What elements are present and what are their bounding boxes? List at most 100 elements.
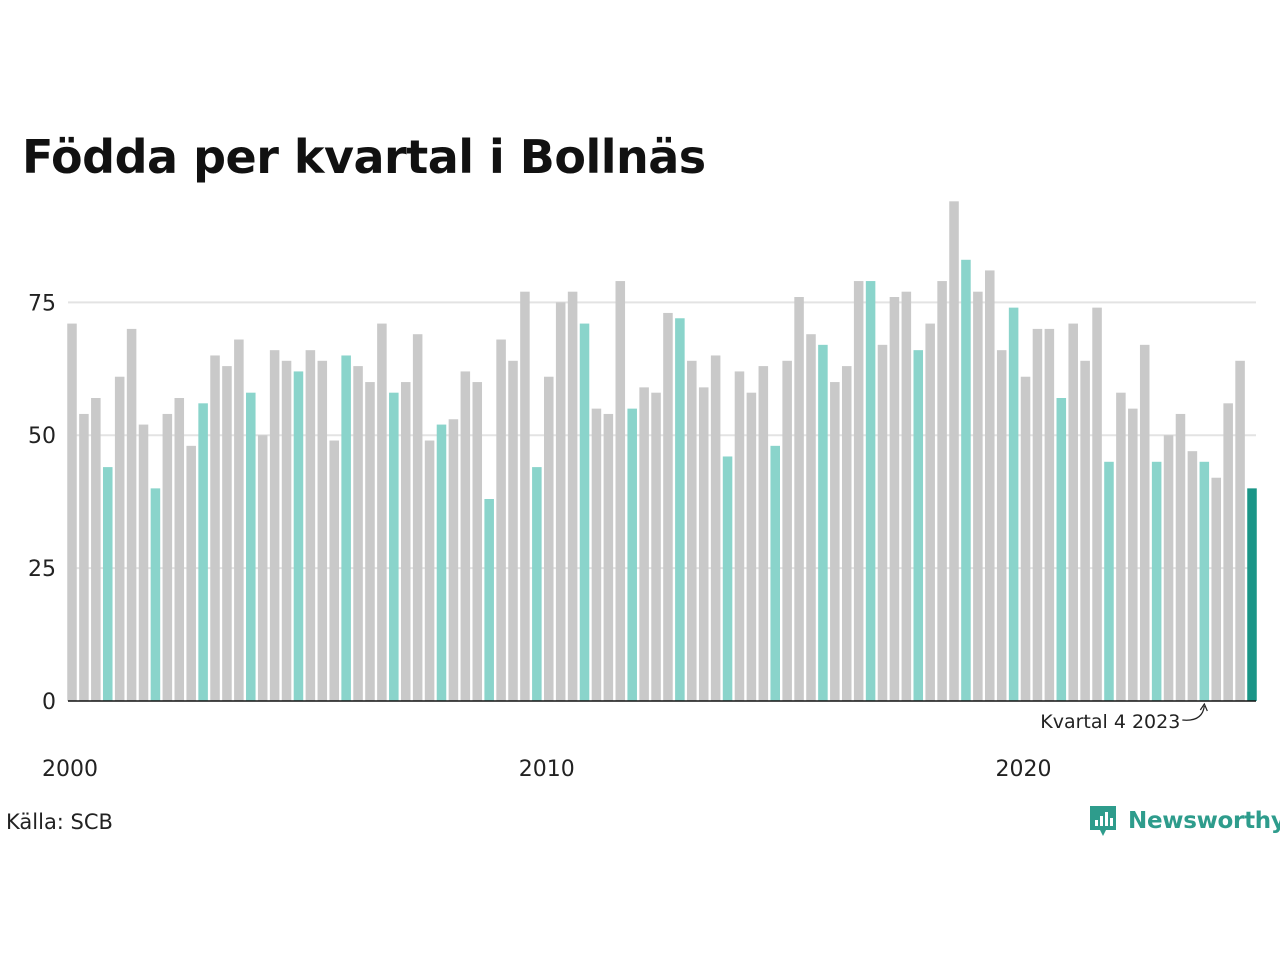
bar: 2000 K4: 44: [102, 467, 113, 701]
bar: 2005 K3: 49: [329, 440, 339, 701]
bar: 2002 K3: 48: [186, 445, 196, 701]
bar: 2019 K2: 81: [985, 270, 995, 701]
y-tick-label: 50: [28, 424, 56, 449]
axes: 2000 2010 2020: [42, 700, 1256, 782]
bar: 2004 K3: 64: [281, 360, 292, 701]
x-tick-label: 2000: [42, 757, 98, 782]
bar: 2006 K3: 71: [377, 323, 387, 701]
bar: 2020 K3: 70: [1044, 328, 1055, 701]
bar: 2016 K2: 63: [841, 366, 852, 701]
source-label: Källa: SCB: [6, 810, 113, 834]
annotation-arrow: [1182, 705, 1205, 721]
bar: 2018 K4: 83: [961, 259, 971, 701]
bar: 2016 K1: 60: [830, 382, 840, 701]
bar: 2005 K2: 64: [317, 360, 328, 701]
bar: 2002 K4: 56: [198, 403, 208, 701]
x-tick-label: 2020: [996, 757, 1052, 782]
bar: 2004 K2: 66: [269, 350, 280, 701]
bar: 2005 K4: 65: [341, 355, 351, 701]
bar: 2016 K4: 79: [865, 281, 876, 701]
bar: 2012 K2: 58: [651, 392, 661, 701]
chart-title: Födda per kvartal i Bollnäs: [22, 130, 706, 184]
bar: 2011 K4: 55: [627, 408, 637, 701]
bar: 2022 K1: 58: [1116, 392, 1126, 701]
bar: 2016 K3: 79: [853, 281, 864, 701]
bar: 2007 K1: 60: [400, 382, 411, 701]
bar: 2019 K1: 77: [973, 291, 983, 701]
bar: 2024 K1: 42: [1211, 477, 1222, 701]
bar: 2022 K4: 45: [1151, 461, 1162, 701]
bar: 2008 K3: 60: [472, 382, 483, 701]
bar: 2018 K1: 71: [925, 323, 935, 701]
bar: 2003 K2: 63: [222, 366, 232, 701]
y-tick-label: 25: [28, 557, 56, 582]
brand-name: Newsworthy: [1128, 808, 1280, 834]
annotation-arrowhead: [1199, 702, 1208, 712]
bar: 2009 K1: 68: [496, 339, 506, 701]
bar: 2007 K3: 49: [424, 440, 435, 701]
bar: 2017 K3: 77: [901, 291, 912, 701]
bar: 2024 K4: 40: [1247, 488, 1257, 701]
bar: 2015 K4: 67: [818, 344, 828, 701]
bar: 2024 K2: 56: [1223, 403, 1233, 701]
bar: 2004 K1: 50: [257, 435, 268, 701]
bar: 2012 K3: 73: [663, 312, 673, 701]
bar: 2021 K4: 45: [1104, 461, 1114, 701]
bar: 2015 K3: 69: [806, 334, 816, 701]
bar: 2023 K2: 54: [1175, 413, 1186, 701]
bar: 2013 K3: 65: [710, 355, 721, 701]
bar: 2023 K4: 45: [1199, 461, 1210, 701]
bar: 2017 K2: 76: [889, 297, 900, 701]
bar: 2006 K4: 58: [389, 392, 399, 701]
bar: 2020 K2: 70: [1032, 328, 1043, 701]
bar: 2002 K2: 57: [174, 398, 185, 701]
bar: 2007 K2: 69: [412, 334, 423, 701]
bar: 2015 K1: 64: [782, 360, 792, 701]
bar: 2008 K1: 53: [448, 419, 459, 701]
y-tick-label: 0: [42, 690, 56, 715]
bar: 2014 K1: 62: [734, 371, 745, 701]
bar: 2018 K3: 94: [949, 201, 959, 701]
bar: 2000 K1: 71: [67, 323, 77, 701]
annotation-label: Kvartal 4 2023: [1040, 711, 1180, 733]
y-tick-label: 75: [28, 291, 56, 316]
bar: 2022 K2: 55: [1128, 408, 1138, 701]
brand-logo[interactable]: Newsworthy: [1088, 803, 1280, 839]
bar: 2011 K1: 55: [591, 408, 602, 701]
bar: 2024 K3: 64: [1235, 360, 1245, 701]
bar: 2011 K3: 79: [615, 281, 626, 701]
bar: 2012 K1: 59: [639, 387, 649, 701]
bar: 2009 K2: 64: [508, 360, 518, 701]
annotation: Kvartal 4 2023: [1040, 702, 1208, 733]
bar: 2010 K3: 77: [567, 291, 578, 701]
bar: 2004 K4: 62: [293, 371, 304, 701]
bar: 2015 K2: 76: [794, 297, 804, 701]
bar: 2000 K2: 54: [79, 413, 89, 701]
bar: 2002 K1: 54: [162, 413, 173, 701]
bar: 2012 K4: 72: [675, 318, 685, 701]
bar: 2020 K1: 61: [1020, 376, 1031, 701]
bar: 2001 K4: 40: [150, 488, 161, 701]
bar: 2010 K4: 71: [579, 323, 590, 701]
bar: 2014 K2: 58: [746, 392, 757, 701]
bar: 2005 K1: 66: [305, 350, 316, 701]
bar: 2017 K1: 67: [877, 344, 888, 701]
bar: 2008 K2: 62: [460, 371, 471, 701]
bar: 2014 K3: 63: [758, 366, 769, 701]
bar: 2009 K3: 77: [520, 291, 530, 701]
bar: 2021 K3: 74: [1092, 307, 1102, 701]
bar: 2007 K4: 52: [436, 424, 447, 701]
bar: 2008 K4: 38: [484, 499, 494, 701]
bar: 2011 K2: 54: [603, 413, 614, 701]
bar: 2023 K1: 50: [1163, 435, 1174, 701]
bar: 2003 K3: 68: [234, 339, 244, 701]
bar: 2018 K2: 79: [937, 281, 947, 701]
newsworthy-logo-icon: [1090, 806, 1116, 836]
bar: 2013 K1: 64: [687, 360, 697, 701]
bar: 2013 K4: 46: [722, 456, 733, 701]
bar: 2021 K1: 71: [1068, 323, 1078, 701]
bar: 2021 K2: 64: [1080, 360, 1090, 701]
bars: 2000 K1: 712000 K2: 542000 K3: 572000 K4…: [67, 201, 1257, 701]
bar: 2003 K1: 65: [210, 355, 220, 701]
